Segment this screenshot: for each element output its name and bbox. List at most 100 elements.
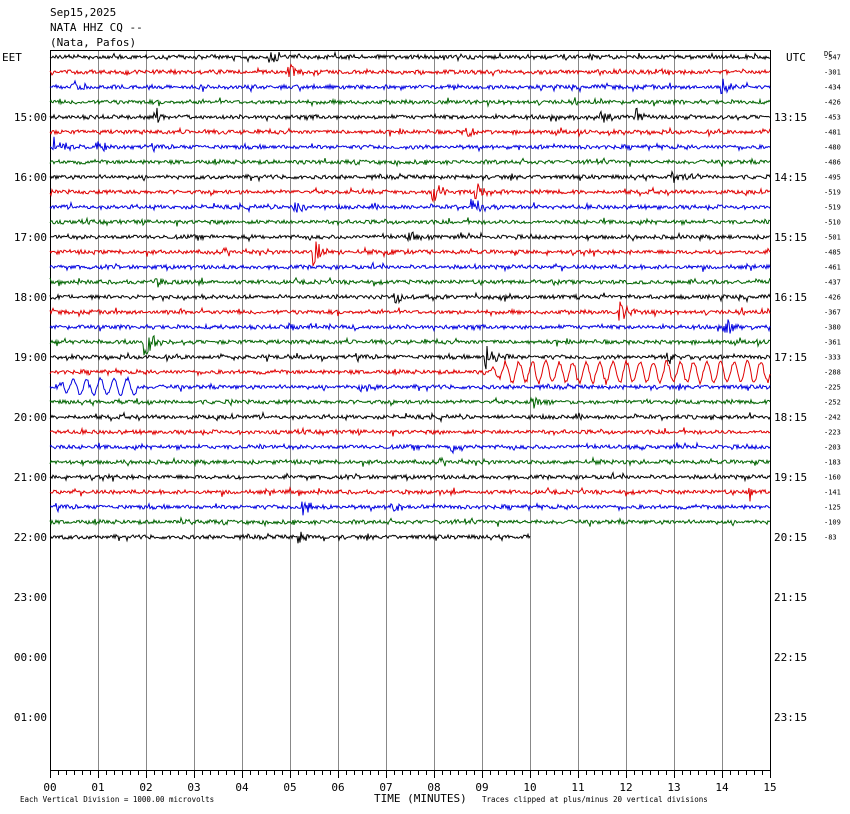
dc-offset-label: -485 [824,249,841,257]
dc-offset-labels: -547 -301 -434 -426 -453 -481 -480 -486 -495 -519… [824,54,841,542]
trace-27 [49,456,771,468]
right-hour-label: 17:15 [774,351,807,364]
right-hour-label: 22:15 [774,651,807,664]
minute-gridlines [98,51,723,770]
right-hour-label: 21:15 [774,591,807,604]
x-axis-ticks: 00 01 02 03 04 05 06 07 08 09 10 11 12 13 14 15 [43,770,777,794]
dc-offset-label: -453 [824,114,841,122]
trace-11 [49,216,771,227]
x-tick-label: 12 [619,781,632,794]
trace-7 [49,157,771,168]
right-hour-label: 13:15 [774,111,807,124]
trace-0 [49,50,771,64]
trace-2 [49,78,771,95]
trace-20 [49,345,771,370]
x-tick-label: 00 [43,781,56,794]
dc-offset-label: -380 [824,324,841,332]
dc-offset-label: -495 [824,174,841,182]
trace-25 [49,426,771,437]
left-hour-label: 01:00 [14,711,47,724]
x-tick-label: 15 [763,781,776,794]
right-hour-label: 23:15 [774,711,807,724]
dc-offset-label: -160 [824,474,841,482]
right-hour-label: 15:15 [774,231,807,244]
clip-note: Traces clipped at plus/minus 20 vertical… [482,795,708,804]
right-hour-labels: 13:15 14:15 15:15 16:15 17:15 18:15 19:15 20:15… [774,111,807,724]
trace-29 [49,486,771,502]
left-hour-label: 18:00 [14,291,47,304]
left-hour-label: 22:00 [14,531,47,544]
x-tick-label: 02 [139,781,152,794]
dc-offset-label: -125 [824,504,841,512]
dc-offset-label: -434 [824,84,841,92]
dc-label: DC [824,50,832,58]
trace-31 [49,516,771,528]
dc-offset-label: -225 [824,384,841,392]
dc-offset-label: -252 [824,399,841,407]
left-hour-label: 15:00 [14,111,47,124]
dc-offset-label: -141 [824,489,841,497]
x-tick-label: 14 [715,781,729,794]
trace-21 [49,358,771,386]
left-hour-label: 23:00 [14,591,47,604]
left-hour-label: 21:00 [14,471,47,484]
seismic-traces [49,50,771,544]
trace-26 [49,441,771,455]
scale-note: Each Vertical Division = 1000.00 microvo… [20,795,214,804]
right-hour-label: 19:15 [774,471,807,484]
dc-offset-label: -367 [824,309,841,317]
left-hour-label: 19:00 [14,351,47,364]
trace-18 [49,319,771,334]
right-hour-label: 16:15 [774,291,807,304]
dc-offset-label: -437 [824,279,841,287]
right-hour-label: 20:15 [774,531,807,544]
x-axis-title: TIME (MINUTES) [374,792,467,805]
x-tick-label: 06 [331,781,344,794]
x-tick-label: 03 [187,781,200,794]
dc-offset-label: -426 [824,294,841,302]
trace-10 [49,198,771,214]
dc-offset-label: -361 [824,339,841,347]
trace-22 [49,375,771,397]
location-label: (Nata, Pafos) [50,36,136,49]
right-hour-label: 18:15 [774,411,807,424]
trace-24 [49,410,771,424]
dc-offset-label: -301 [824,69,841,77]
dc-offset-label: -83 [824,534,837,542]
trace-30 [50,501,771,516]
dc-offset-label: -547 [824,54,841,62]
x-tick-label: 11 [571,781,584,794]
x-tick-label: 09 [475,781,488,794]
trace-17 [49,301,771,321]
dc-offset-label: -461 [824,264,841,272]
trace-15 [49,276,771,288]
trace-8 [49,170,771,183]
dc-offset-label: -242 [824,414,841,422]
dc-offset-label: -183 [824,459,841,467]
left-hour-label: 20:00 [14,411,47,424]
trace-19 [49,334,771,356]
plot-frame [50,50,771,771]
dc-offset-label: -481 [824,129,841,137]
trace-6 [49,136,771,154]
left-hour-label: 16:00 [14,171,47,184]
trace-4 [49,107,771,123]
trace-13 [49,241,771,267]
dc-offset-label: -288 [824,369,841,377]
dc-offset-label: -510 [824,219,841,227]
dc-offset-label: -501 [824,234,841,242]
left-hour-label: 00:00 [14,651,47,664]
x-tick-label: 07 [379,781,392,794]
x-tick-label: 08 [427,781,440,794]
dc-offset-label: -519 [824,189,841,197]
left-hour-labels: 15:00 16:00 17:00 18:00 19:00 20:00 21:00 22:00… [14,111,47,724]
trace-32 [49,531,531,544]
right-hour-label: 14:15 [774,171,807,184]
dc-offset-label: -203 [824,444,841,452]
trace-28 [49,471,771,483]
dc-offset-label: -480 [824,144,841,152]
trace-16 [49,291,771,305]
dc-offset-label: -486 [824,159,841,167]
trace-14 [49,261,771,273]
